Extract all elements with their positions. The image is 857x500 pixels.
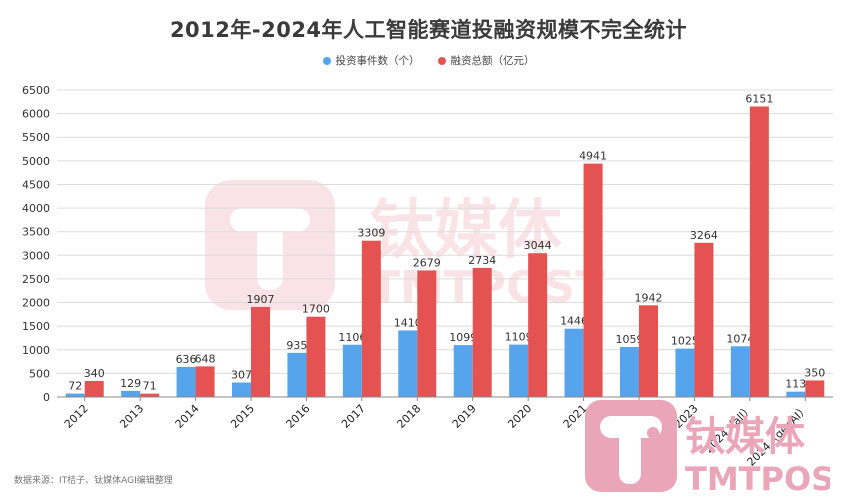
bar-value-label: 636 bbox=[176, 353, 197, 366]
bar-value-label: 1074 bbox=[726, 332, 754, 345]
bar-value-label: 2734 bbox=[468, 254, 496, 267]
bar-value-label: 340 bbox=[84, 367, 105, 380]
bar[interactable] bbox=[398, 330, 418, 397]
chart-title: 2012年-2024年人工智能赛道投融资规模不完全统计 bbox=[169, 18, 688, 42]
x-tick-label: 2019 bbox=[450, 402, 479, 431]
bar[interactable] bbox=[472, 267, 492, 397]
y-tick-label: 2500 bbox=[22, 273, 50, 286]
bar-value-label: 3309 bbox=[357, 227, 385, 240]
bar-value-label: 1700 bbox=[302, 303, 330, 316]
y-tick-label: 6000 bbox=[22, 108, 50, 121]
bar-value-label: 4941 bbox=[579, 150, 607, 163]
bar[interactable] bbox=[528, 253, 548, 397]
y-tick-label: 2000 bbox=[22, 297, 50, 310]
y-tick-label: 3500 bbox=[22, 226, 50, 239]
y-tick-label: 5000 bbox=[22, 155, 50, 168]
bar[interactable] bbox=[675, 348, 695, 397]
legend-item-funding-total[interactable]: 融资总额（亿元） bbox=[437, 53, 535, 68]
bar[interactable] bbox=[251, 306, 270, 397]
bar[interactable] bbox=[805, 380, 825, 397]
bar[interactable] bbox=[417, 270, 437, 397]
x-tick-label: 2014 bbox=[173, 402, 202, 431]
bar[interactable] bbox=[140, 393, 160, 397]
x-tick-label: 2016 bbox=[284, 402, 313, 431]
bar[interactable] bbox=[786, 391, 806, 397]
y-tick-label: 4000 bbox=[22, 202, 50, 215]
y-tick-label: 5500 bbox=[22, 131, 50, 144]
bar-value-label: 3264 bbox=[690, 229, 718, 242]
bar-value-label: 935 bbox=[286, 339, 307, 352]
bar[interactable] bbox=[361, 240, 381, 397]
bar[interactable] bbox=[306, 316, 326, 397]
bar-value-label: 1446 bbox=[560, 315, 588, 328]
legend: 投资事件数（个） 融资总额（亿元） bbox=[0, 53, 857, 68]
legend-dot-blue-icon bbox=[322, 56, 331, 65]
bar[interactable] bbox=[620, 346, 639, 397]
bar-value-label: 648 bbox=[195, 352, 216, 365]
bar[interactable] bbox=[84, 380, 104, 397]
legend-label: 投资事件数（个） bbox=[335, 55, 420, 67]
bar-value-label: 307 bbox=[231, 369, 252, 382]
bar[interactable] bbox=[287, 352, 307, 397]
bar-value-label: 72 bbox=[68, 380, 82, 393]
x-tick-label: 2013 bbox=[117, 402, 146, 431]
bar[interactable] bbox=[121, 390, 141, 397]
bar-value-label: 113 bbox=[785, 378, 806, 391]
x-tick-label: 2015 bbox=[228, 402, 257, 431]
bar[interactable] bbox=[176, 366, 196, 397]
bar[interactable] bbox=[564, 328, 584, 397]
bar[interactable] bbox=[342, 344, 362, 397]
bar-value-label: 1109 bbox=[505, 331, 533, 344]
source-note: 数据来源：IT桔子、钛媒体AGI编辑整理 bbox=[14, 476, 173, 486]
bar-value-label: 2679 bbox=[413, 256, 441, 269]
x-tick-label: 2020 bbox=[505, 402, 534, 431]
legend-dot-red-icon bbox=[437, 56, 446, 65]
bar-value-label: 1106 bbox=[338, 331, 366, 344]
legend-item-investment-count[interactable]: 投资事件数（个） bbox=[322, 53, 420, 68]
bar-value-label: 1099 bbox=[449, 331, 477, 344]
x-tick-label: 2021 bbox=[561, 402, 590, 431]
x-tick-label: 2022 bbox=[616, 402, 645, 431]
bar[interactable] bbox=[453, 345, 473, 397]
bar-value-label: 1907 bbox=[247, 293, 275, 306]
y-tick-label: 6500 bbox=[22, 84, 50, 97]
x-tick-label: 2017 bbox=[339, 402, 368, 431]
bar[interactable] bbox=[639, 305, 658, 397]
bar[interactable] bbox=[583, 163, 603, 397]
x-tick-label: 2012 bbox=[62, 402, 91, 431]
y-tick-label: 500 bbox=[29, 367, 50, 380]
bar-value-label: 350 bbox=[804, 366, 825, 379]
bar[interactable] bbox=[694, 242, 714, 397]
y-tick-label: 1000 bbox=[22, 344, 50, 357]
bar-value-label: 71 bbox=[143, 380, 157, 393]
bar[interactable] bbox=[65, 393, 85, 397]
bar-value-label: 1410 bbox=[394, 316, 422, 329]
bar[interactable] bbox=[232, 382, 251, 397]
x-tick-label: 2018 bbox=[394, 402, 423, 431]
y-tick-label: 3000 bbox=[22, 249, 50, 262]
bar-value-label: 3044 bbox=[524, 239, 552, 252]
x-tick-label: 2023 bbox=[672, 402, 701, 431]
y-tick-label: 4500 bbox=[22, 178, 50, 191]
bar-value-label: 129 bbox=[120, 377, 141, 390]
bar[interactable] bbox=[509, 344, 529, 397]
x-tick-label: 2024（all） bbox=[702, 402, 756, 456]
y-tick-label: 1500 bbox=[22, 320, 50, 333]
bar[interactable] bbox=[749, 106, 769, 398]
legend-label: 融资总额（亿元） bbox=[450, 55, 535, 67]
bar-value-label: 6151 bbox=[745, 92, 773, 105]
bar-value-label: 1025 bbox=[671, 335, 699, 348]
bar-value-label: 1942 bbox=[635, 291, 663, 304]
bar-value-label: 1059 bbox=[616, 333, 644, 346]
bar[interactable] bbox=[195, 366, 215, 397]
y-tick-label: 0 bbox=[43, 391, 50, 404]
bar[interactable] bbox=[730, 346, 750, 397]
